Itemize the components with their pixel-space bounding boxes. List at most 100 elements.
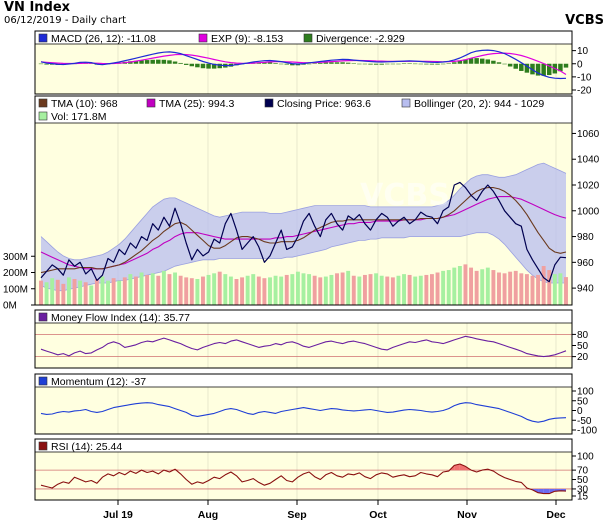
volume-bar [161,270,166,305]
x-tick-label: Jul 19 [103,509,133,521]
volume-tick-label: 100M [3,284,28,295]
divergence-bar [357,63,362,65]
exp-line [40,52,567,76]
divergence-bar [435,63,440,65]
volume-bar [212,273,217,305]
divergence-bar [290,63,295,66]
divergence-bar [491,60,496,64]
volume-bar [390,277,395,305]
divergence-bar [183,63,189,65]
volume-bar [201,276,205,305]
divergence-bar [167,60,172,64]
volume-bar [100,276,105,305]
legend-strip [35,374,572,387]
divergence-bar [424,63,429,65]
volume-bar [268,277,272,305]
divergence-bar [547,63,552,76]
divergence-bar [156,59,161,64]
chart-title: VN Index [4,0,71,15]
divergence-bar [44,63,49,65]
volume-bar [55,279,60,305]
x-tick-label: Dec [546,509,565,521]
rsi-oversold-fill [543,488,550,494]
divergence-bar [284,63,289,65]
y-tick-label: 20 [577,352,589,363]
panel-border [34,309,573,369]
panel-price: 1060 1040 1020 1000 980 960 940 VCBS 300M 200M 100… [3,95,600,312]
volume-bar [558,273,563,305]
y-tick-label: 100 [577,387,594,398]
divergence-bar [200,63,206,69]
volume-bar [491,270,496,305]
divergence-bar [396,63,401,65]
volume-bar [357,276,362,305]
volume-bar [307,274,312,305]
legend-label-boll_fill: Bollinger (20, 2): 944 - 1029 [414,98,544,110]
legend-swatch-boll_fill [401,98,411,108]
divergence-bar [418,63,424,65]
divergence-bar [340,62,345,64]
volume-bar [273,275,278,305]
panel-border [34,438,573,501]
volume-bar [61,283,66,305]
divergence-bar [535,63,541,76]
volume-bar [346,270,351,305]
volume-bar [485,267,490,305]
volume-bar [508,271,513,305]
tma25-line [40,196,567,270]
volume-bar [368,274,373,305]
volume-bar [145,274,150,305]
y-tick-label: 50 [577,396,589,407]
y-tick-label: 1060 [577,129,600,140]
volume-bar [407,274,412,305]
volume-bar [312,275,317,305]
volume-bar [424,274,429,305]
volume-bar [497,272,501,305]
volume-bar [362,274,367,305]
legend-label-momentum: Momentum (12): -37 [51,376,146,388]
divergence-bar [474,58,479,64]
volume-bar [379,275,384,305]
legend-label-tma25: TMA (25): 994.3 [159,98,234,110]
volume-bar [323,276,328,305]
volume-bar [329,274,334,305]
rsi-line [40,463,567,495]
y-tick-label: 70 [577,466,589,477]
volume-bar [156,275,161,305]
volume-bar [279,276,284,305]
watermark: VCBS [360,178,450,213]
volume-bar [122,277,127,305]
divergence-bar [563,63,569,68]
divergence-bar [189,63,195,67]
volume-bar [195,279,200,305]
legend-strip [35,31,572,44]
volume-bar [139,272,144,305]
y-tick-label: 100 [577,452,594,463]
divergence-bar [172,61,178,64]
divergence-bar [373,63,379,65]
momentum-line [40,402,567,423]
volume-bar [44,282,49,305]
legend-label-div: Divergence: -2.929 [316,33,405,45]
volume-bar [106,280,110,305]
volume-bar [251,274,256,305]
legend-swatch-tma25 [146,98,156,108]
volume-bar [335,273,339,305]
y-tick-label: -50 [577,416,592,427]
y-tick-label: 0 [577,406,583,417]
divergence-bar [468,58,474,64]
legend-swatch-exp [198,33,208,43]
volume-bar [446,270,451,305]
volume-bar [396,275,401,305]
mfi-line [40,335,567,358]
divergence-bar [133,60,139,64]
volume-bar [39,280,43,305]
legend-label-vol_up: Vol: 171.8M [51,111,106,123]
volume-bar [301,273,306,305]
y-tick-label: 980 [577,232,594,243]
volume-bar [50,278,55,305]
panel-border [34,95,573,306]
legend-swatch-price [264,98,274,108]
